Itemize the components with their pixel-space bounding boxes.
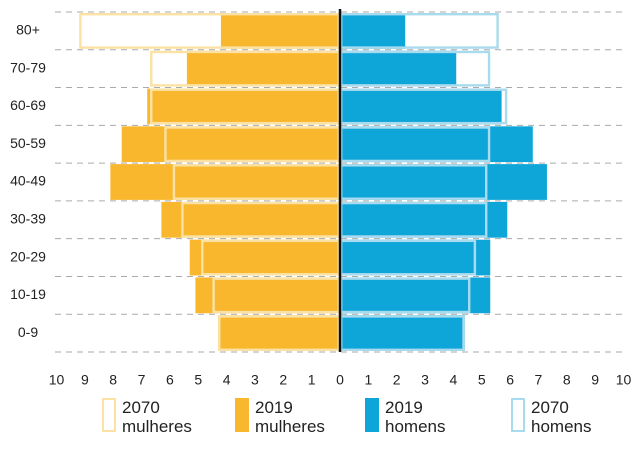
x-tick-label: 1	[364, 372, 372, 388]
x-tick-label: 8	[109, 372, 117, 388]
x-tick-label: 7	[535, 372, 543, 388]
x-tick-label: 10	[616, 372, 632, 388]
x-tick-label: 9	[81, 372, 89, 388]
bar	[195, 277, 340, 314]
bar	[340, 239, 491, 276]
bar	[147, 88, 340, 125]
legend-label: 2019 homens	[385, 398, 446, 436]
bar	[340, 164, 547, 200]
bar	[340, 13, 406, 49]
bar	[186, 50, 340, 87]
bar	[340, 277, 491, 314]
legend-label: 2070 mulheres	[122, 398, 192, 436]
legend-label: 2019 mulheres	[255, 398, 325, 436]
x-tick-label: 3	[251, 372, 259, 388]
legend-item: 2019 homens	[365, 398, 475, 436]
x-tick-label: 1	[308, 372, 316, 388]
bar	[220, 13, 340, 49]
category-label: 20-29	[10, 248, 46, 264]
x-tick-label: 5	[194, 372, 202, 388]
x-tick-label: 8	[563, 372, 571, 388]
x-tick-label: 2	[279, 372, 287, 388]
category-label: 70-79	[10, 59, 46, 75]
bar	[340, 88, 502, 125]
legend-swatch	[102, 398, 116, 432]
category-label: 0-9	[18, 324, 38, 340]
bar	[340, 50, 457, 87]
x-tick-label: 2	[393, 372, 401, 388]
legend-label: 2070 homens	[531, 398, 592, 436]
category-label: 10-19	[10, 286, 46, 302]
x-tick-label: 6	[166, 372, 174, 388]
bar	[161, 201, 340, 238]
x-tick-label: 6	[506, 372, 514, 388]
bar	[340, 315, 465, 351]
legend-swatch	[235, 398, 249, 432]
category-label: 80+	[16, 22, 40, 38]
category-label: 60-69	[10, 97, 46, 113]
x-tick-label: 0	[336, 372, 344, 388]
legend-item: 2070 homens	[511, 398, 621, 436]
x-tick-label: 10	[49, 372, 65, 388]
x-tick-label: 4	[223, 372, 231, 388]
legend-swatch	[365, 398, 379, 432]
legend-swatch	[511, 398, 525, 432]
bar	[218, 315, 340, 351]
bar	[189, 239, 340, 276]
category-label: 30-39	[10, 210, 46, 226]
bar	[110, 164, 341, 200]
x-tick-label: 5	[478, 372, 486, 388]
bar	[340, 201, 508, 238]
bar	[121, 126, 340, 163]
legend: 2070 mulheres 2019 mulheres 2019 homens 207…	[0, 398, 634, 442]
legend-item: 2070 mulheres	[102, 398, 212, 436]
legend-item: 2019 mulheres	[235, 398, 345, 436]
x-tick-label: 4	[450, 372, 458, 388]
x-tick-label: 7	[138, 372, 146, 388]
bar	[340, 126, 533, 163]
x-tick-label: 9	[591, 372, 599, 388]
category-label: 50-59	[10, 135, 46, 151]
x-tick-label: 3	[421, 372, 429, 388]
category-label: 40-49	[10, 173, 46, 189]
